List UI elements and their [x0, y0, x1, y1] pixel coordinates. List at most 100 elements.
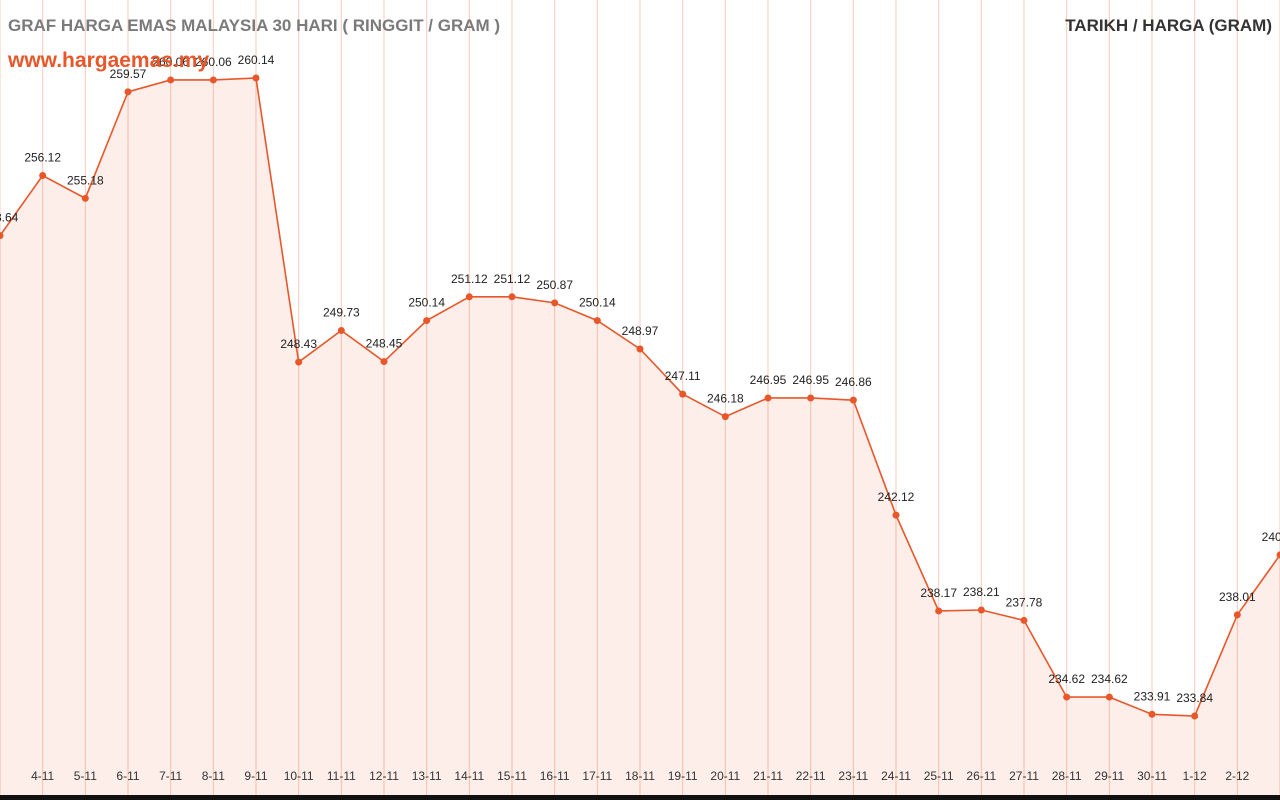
- point: [380, 358, 388, 366]
- value-label: 238.01: [1219, 590, 1256, 604]
- bottom-bar: [0, 795, 1280, 800]
- value-label: 248.43: [280, 337, 317, 351]
- value-label: 250.14: [579, 296, 616, 310]
- point: [977, 606, 985, 614]
- x-tick-label: 9-11: [244, 769, 267, 783]
- x-tick-label: 8-11: [202, 769, 225, 783]
- x-tick-label: 19-11: [668, 769, 698, 783]
- x-tick-label: 26-11: [966, 769, 996, 783]
- x-tick-label: 4-11: [31, 769, 54, 783]
- point: [1191, 712, 1199, 720]
- website: www.hargaemas.my: [7, 49, 209, 72]
- point: [295, 358, 303, 366]
- point: [807, 394, 815, 402]
- x-tick-label: 10-11: [284, 769, 314, 783]
- x-tick-label: 5-11: [74, 769, 97, 783]
- point: [892, 511, 900, 519]
- x-tick-label: 28-11: [1052, 769, 1082, 783]
- point: [465, 293, 473, 301]
- value-label: 259.57: [110, 67, 147, 81]
- value-label: 250.87: [536, 278, 573, 292]
- point: [508, 293, 516, 301]
- value-label: 238.17: [920, 586, 957, 600]
- point: [551, 299, 559, 307]
- value-label: 246.95: [792, 373, 829, 387]
- x-tick-label: 2-12: [1225, 769, 1249, 783]
- value-label: 248.97: [622, 324, 659, 338]
- point: [39, 172, 47, 180]
- point: [167, 76, 175, 84]
- value-label: 233.91: [1134, 689, 1171, 703]
- point: [679, 390, 687, 398]
- x-tick-label: 15-11: [497, 769, 527, 783]
- x-tick-label: 12-11: [369, 769, 399, 783]
- point: [423, 317, 431, 325]
- point: [764, 394, 772, 402]
- x-tick-label: 24-11: [881, 769, 911, 783]
- legend-label: TARIKH / HARGA (GRAM): [1065, 16, 1272, 35]
- point: [1148, 710, 1156, 718]
- value-label: 248.45: [366, 337, 403, 351]
- x-tick-label: 13-11: [412, 769, 442, 783]
- x-tick-label: 29-11: [1094, 769, 1124, 783]
- labels: 253.64 256.12 4-11 255.18 5-11 259.57 6-11 260.…: [0, 53, 1280, 783]
- x-tick-label: 11-11: [327, 769, 356, 783]
- value-label: 255.18: [67, 173, 104, 187]
- value-label: 260.14: [238, 53, 275, 67]
- value-label: 246.86: [835, 375, 872, 389]
- point: [337, 327, 345, 335]
- value-label: 251.12: [494, 272, 531, 286]
- x-tick-label: 17-11: [582, 769, 612, 783]
- value-label: 238.21: [963, 585, 1000, 599]
- x-tick-label: 21-11: [753, 769, 783, 783]
- value-label: 260.06: [195, 55, 232, 69]
- value-label: 233.84: [1176, 691, 1213, 705]
- value-label: 246.95: [750, 373, 787, 387]
- x-tick-label: 27-11: [1009, 769, 1039, 783]
- x-tick-label: 18-11: [625, 769, 655, 783]
- x-tick-label: 20-11: [710, 769, 740, 783]
- point: [636, 345, 644, 353]
- point: [1063, 693, 1071, 701]
- x-tick-label: 22-11: [796, 769, 826, 783]
- x-tick-label: 6-11: [116, 769, 139, 783]
- x-tick-label: 25-11: [924, 769, 954, 783]
- value-label: 249.73: [323, 306, 360, 320]
- x-tick-label: 14-11: [454, 769, 484, 783]
- point: [849, 396, 857, 404]
- point: [252, 74, 260, 82]
- value-label: 234.62: [1048, 672, 1085, 686]
- value-label: 253.64: [0, 211, 19, 225]
- value-label: 240.48: [1262, 530, 1280, 544]
- x-tick-label: 1-12: [1183, 769, 1207, 783]
- value-label: 247.11: [665, 369, 701, 383]
- value-label: 256.12: [24, 151, 61, 165]
- x-tick-label: 7-11: [159, 769, 182, 783]
- chart-title: GRAF HARGA EMAS MALAYSIA 30 HARI ( RINGG…: [8, 16, 500, 35]
- point: [209, 76, 217, 84]
- point: [1233, 611, 1241, 619]
- point: [81, 194, 89, 202]
- point: [935, 607, 943, 615]
- value-label: 246.18: [707, 392, 744, 406]
- point: [0, 232, 4, 240]
- value-label: 250.14: [408, 296, 445, 310]
- value-label: 234.62: [1091, 672, 1128, 686]
- x-tick-label: 30-11: [1137, 769, 1167, 783]
- value-label: 242.12: [878, 490, 915, 504]
- point: [1105, 693, 1113, 701]
- point: [1020, 616, 1028, 624]
- point: [593, 317, 601, 325]
- point: [124, 88, 132, 96]
- value-label: 237.78: [1006, 595, 1043, 609]
- value-label: 251.12: [451, 272, 488, 286]
- point: [721, 413, 729, 421]
- x-tick-label: 23-11: [838, 769, 868, 783]
- point: [1276, 551, 1280, 559]
- x-tick-label: 16-11: [540, 769, 570, 783]
- value-label: 260.06: [152, 55, 189, 69]
- area: [0, 78, 1280, 795]
